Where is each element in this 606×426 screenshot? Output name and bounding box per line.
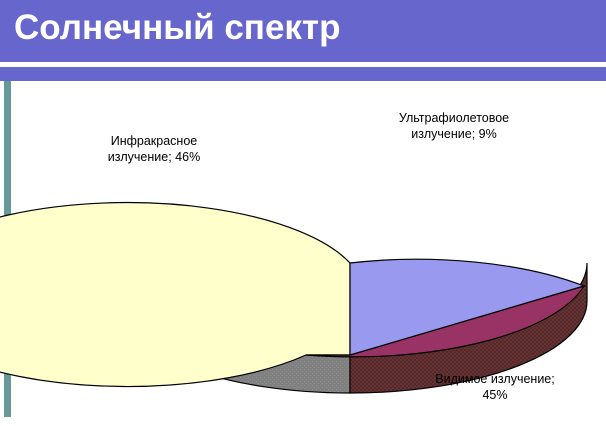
pie-label-infrared: Инфракрасное излучение; 46% [66,133,242,165]
page-title: Солнечный спектр [14,8,341,47]
pie-slice-infrared [0,201,351,388]
pie-label-ultraviolet-line1: Ультрафиолетовое [398,111,510,125]
pie-label-infrared-line1: Инфракрасное [110,134,198,148]
pie-label-visible-line1: Видимое излучение; [435,372,555,386]
pie-label-visible-line2: 45% [482,388,508,402]
pie-slice-visible [305,284,586,358]
pie-label-ultraviolet-line2: излучение; 9% [411,127,497,141]
pie-chart-graphic [0,201,588,394]
slide-title-banner: Солнечный спектр [0,0,606,62]
pie-label-infrared-line2: излучение; 46% [107,150,201,164]
pie-chart: Ультрафиолетовое излучение; 9% Инфракрас… [0,81,606,426]
pie-label-visible: Видимое излучение; 45% [398,371,592,403]
banner-lower-band [0,67,606,81]
banner-separator-stripe [0,62,606,67]
pie-label-ultraviolet: Ультрафиолетовое излучение; 9% [361,110,547,142]
pie-slice-ultraviolet [349,258,586,356]
